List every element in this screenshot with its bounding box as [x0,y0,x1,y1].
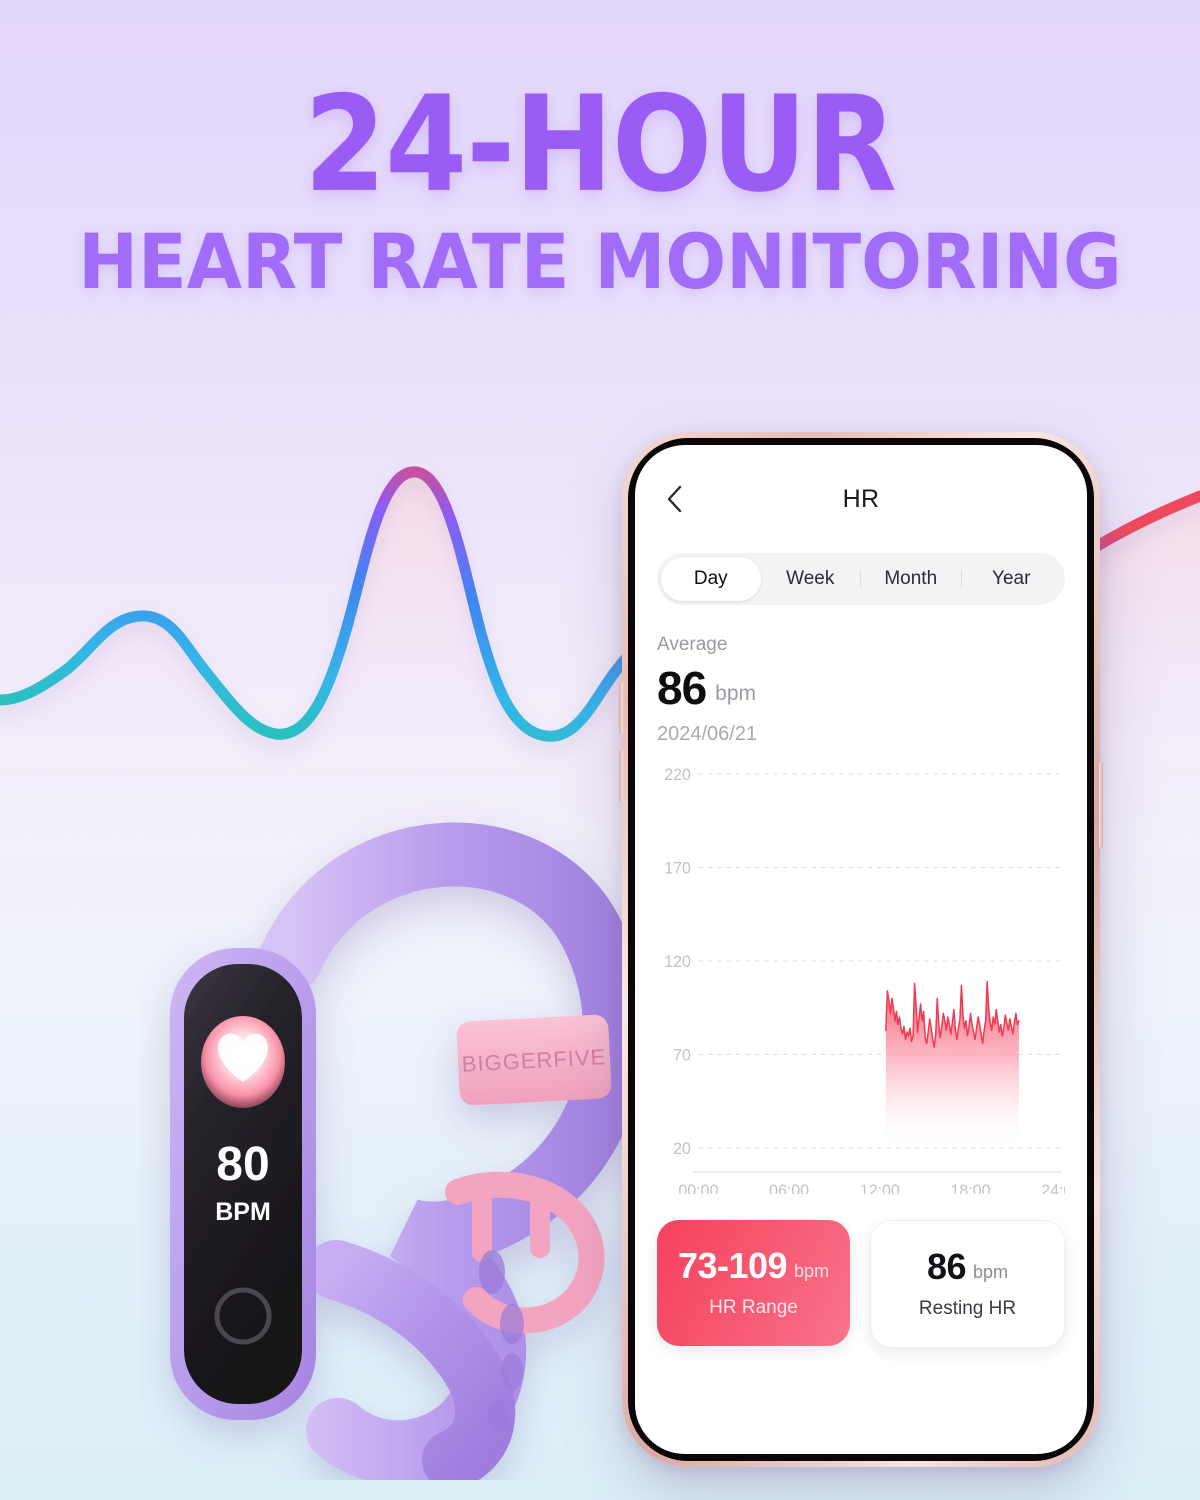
hr-chart-svg: 220 170 120 70 20 00:00 06:00 12:00 18:00 24:00 [664,766,1065,1194]
svg-text:70: 70 [673,1046,691,1065]
svg-text:06:00: 06:00 [769,1182,809,1194]
phone-mockup: HR Day Week Month Year Average 86 bpm [619,432,1103,1467]
tab-divider-2 [960,570,962,588]
phone-screen: HR Day Week Month Year Average 86 bpm [635,445,1087,1454]
average-block: Average 86 bpm 2024/06/21 [657,635,1065,746]
page-title: HR [842,484,880,513]
svg-text:170: 170 [664,859,691,878]
volume-down-button[interactable] [619,750,623,802]
svg-text:18:00: 18:00 [951,1182,991,1194]
hr-range-unit: bpm [794,1260,830,1281]
fitness-tracker-device: 80 BPM BIGGERFIVE [170,822,647,1480]
tab-month[interactable]: Month [884,568,938,589]
headline-primary: 24-HOUR [304,66,897,222]
svg-text:120: 120 [664,953,691,972]
chart-x-axis-labels: 00:00 06:00 12:00 18:00 24:00 [678,1182,1065,1194]
chart-y-axis-labels: 220 170 120 70 20 [664,766,691,1159]
app-navbar: HR [657,445,1065,553]
hr-chart[interactable]: 220 170 120 70 20 00:00 06:00 12:00 18:00 24:00 [657,764,1065,1194]
chart-line [885,981,1020,1049]
svg-text:24:00: 24:00 [1041,1182,1065,1194]
resting-hr-caption: Resting HR [918,1297,1017,1319]
tab-year[interactable]: Year [992,568,1031,589]
back-button[interactable] [657,482,691,516]
hr-range-value: 73-109 [677,1244,788,1286]
power-button[interactable] [1099,762,1103,848]
tracker-bpm-unit: BPM [215,1198,271,1226]
svg-text:220: 220 [664,766,691,785]
chevron-left-icon [667,485,682,513]
headline-secondary: HEART RATE MONITORING [78,217,1122,307]
period-tabs: Day Week Month Year [657,553,1065,605]
resting-hr-card[interactable]: 86 bpm Resting HR [870,1220,1065,1349]
hr-app: HR Day Week Month Year Average 86 bpm [635,445,1087,1454]
hr-range-value-row: 73-109 bpm [677,1244,830,1286]
svg-text:12:00: 12:00 [860,1182,900,1194]
svg-text:20: 20 [673,1140,691,1159]
average-unit: bpm [715,682,757,706]
tracker-bpm-value: 80 [216,1138,269,1191]
average-date: 2024/06/21 [657,723,758,746]
summary-cards: 73-109 bpm HR Range 86 bpm Resting HR [657,1220,1065,1349]
average-value: 86 [657,662,707,714]
resting-hr-unit: bpm [973,1261,1009,1282]
hr-range-caption: HR Range [709,1296,798,1318]
volume-up-button[interactable] [619,682,623,734]
svg-text:00:00: 00:00 [678,1182,718,1194]
average-label: Average [657,634,728,655]
headline-block: 24-HOUR HEART RATE MONITORING [0,78,1200,307]
average-value-row: 86 bpm [657,662,1065,714]
tab-day[interactable]: Day [661,557,761,601]
resting-hr-value-row: 86 bpm [926,1245,1009,1287]
hr-range-card[interactable]: 73-109 bpm HR Range [657,1220,850,1347]
tab-divider-1 [860,570,861,588]
chart-area-fill [885,981,1019,1149]
resting-hr-value: 86 [926,1245,967,1287]
tab-week[interactable]: Week [786,568,835,589]
